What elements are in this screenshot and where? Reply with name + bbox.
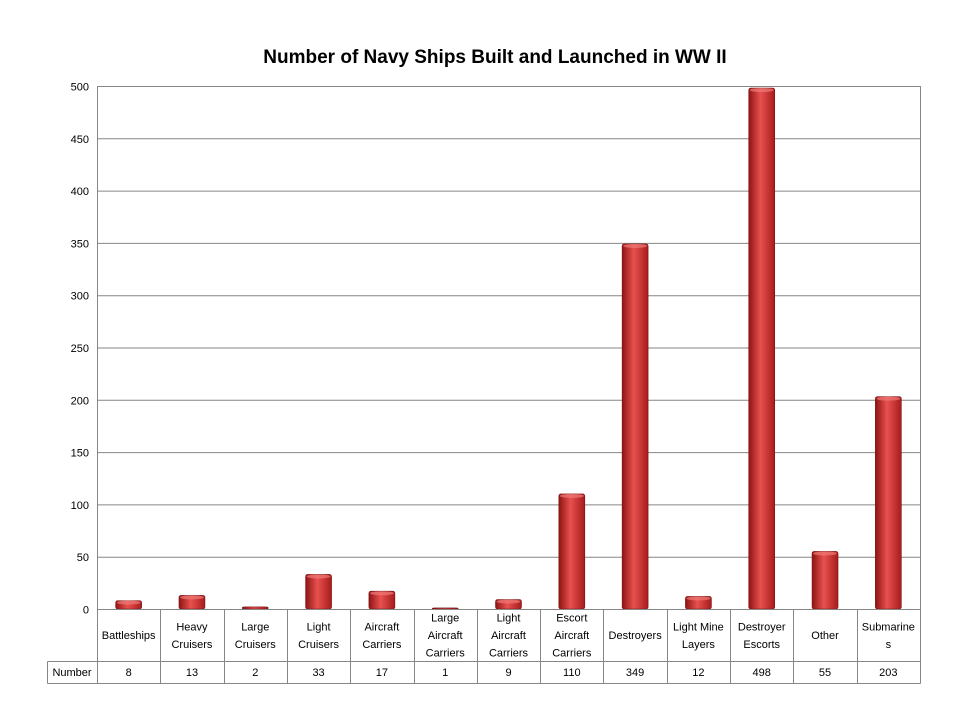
value-label: 33 <box>312 667 324 679</box>
category-label: Aircraft <box>491 630 526 642</box>
bar-highlight <box>559 493 584 498</box>
y-axis-tick-labels: 0 50 100 150 200 250 300 350 400 450 500 <box>71 82 89 617</box>
y-tick-label: 100 <box>71 500 89 512</box>
category-label: Aircraft <box>554 630 589 642</box>
value-label: 498 <box>753 667 771 679</box>
bar-highlight <box>179 595 204 600</box>
category-label: Aircraft <box>428 630 463 642</box>
bar <box>558 493 586 610</box>
bar <box>875 396 902 610</box>
category-label: Carriers <box>552 648 592 660</box>
value-label: 13 <box>186 667 198 679</box>
category-label: Large <box>431 613 459 625</box>
category-label: Heavy <box>176 621 208 633</box>
category-label: s <box>886 639 892 651</box>
series-name-label: Number <box>52 667 91 679</box>
category-label: Carriers <box>362 639 402 651</box>
bar <box>748 87 776 610</box>
value-label: 1 <box>442 667 448 679</box>
bar <box>811 551 839 610</box>
bar <box>621 243 649 610</box>
value-label: 203 <box>879 667 897 679</box>
category-label: Light <box>307 621 331 633</box>
y-tick-label: 400 <box>71 186 89 198</box>
category-label: Carriers <box>426 648 466 660</box>
y-tick-label: 350 <box>71 238 89 250</box>
category-label: Aircraft <box>364 621 399 633</box>
category-label: Cruisers <box>171 639 212 651</box>
y-tick-label: 200 <box>71 395 89 407</box>
value-label: 2 <box>252 667 258 679</box>
chart-title: Number of Navy Ships Built and Launched … <box>263 47 726 68</box>
y-tick-label: 0 <box>83 605 89 617</box>
category-label: Submarine <box>862 621 915 633</box>
category-label: Other <box>811 630 839 642</box>
category-label: Battleships <box>102 630 156 642</box>
value-label: 17 <box>376 667 388 679</box>
category-label: Destroyers <box>609 630 663 642</box>
bar-highlight <box>116 600 141 605</box>
bar-highlight <box>749 88 774 93</box>
y-tick-label: 50 <box>77 552 89 564</box>
category-label: Light Mine <box>673 621 724 633</box>
bar <box>431 607 459 610</box>
category-label: Cruisers <box>298 639 339 651</box>
category-label: Large <box>241 621 269 633</box>
gridlines <box>97 86 921 610</box>
bar-highlight <box>686 596 711 601</box>
bar <box>305 574 332 610</box>
value-label: 8 <box>126 667 132 679</box>
y-tick-label: 500 <box>71 82 89 94</box>
category-label: Layers <box>682 639 716 651</box>
category-label: Carriers <box>489 648 529 660</box>
bar-highlight <box>496 599 521 604</box>
y-tick-label: 300 <box>71 291 89 303</box>
category-label: Escorts <box>743 639 780 651</box>
bar-highlight <box>876 396 901 401</box>
category-label: Destroyer <box>738 621 786 633</box>
value-label: 12 <box>692 667 704 679</box>
category-label: Escort <box>556 613 587 625</box>
category-label: Light <box>497 613 521 625</box>
bars <box>115 87 902 610</box>
y-tick-label: 250 <box>71 343 89 355</box>
y-tick-label: 150 <box>71 448 89 460</box>
value-label: 9 <box>505 667 511 679</box>
data-table: Battleships Heavy Cruisers Large Cruisers Lig… <box>47 609 921 684</box>
bar-highlight <box>813 551 838 556</box>
category-label: Cruisers <box>235 639 276 651</box>
bar-highlight <box>306 574 331 579</box>
y-tick-label: 450 <box>71 134 89 146</box>
bar <box>241 606 269 610</box>
value-label: 55 <box>819 667 831 679</box>
value-label: 349 <box>626 667 644 679</box>
bar-highlight <box>369 591 394 596</box>
bar-highlight <box>623 243 648 248</box>
value-label: 110 <box>563 667 581 679</box>
